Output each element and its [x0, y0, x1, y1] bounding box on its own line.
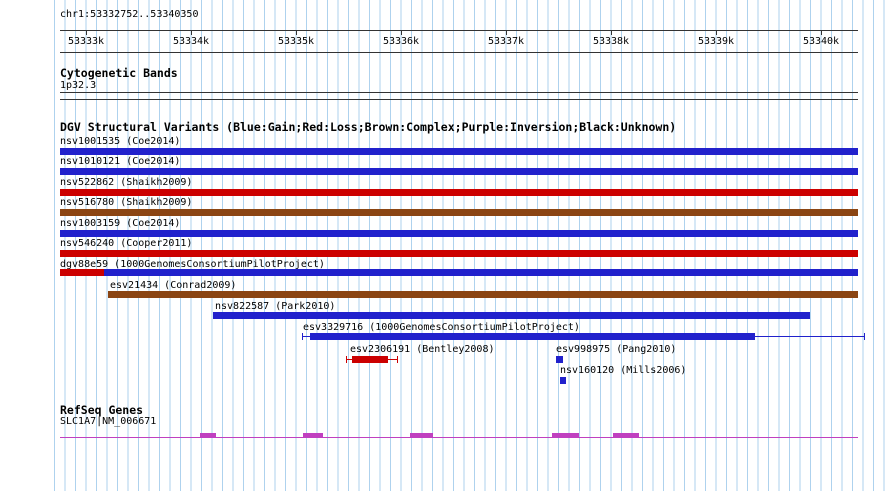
- variant-label[interactable]: nsv522862 (Shaikh2009): [60, 177, 193, 188]
- variant-label[interactable]: nsv1001535 (Coe2014): [60, 136, 181, 147]
- variant-bar[interactable]: [556, 356, 563, 363]
- ruler-tick: [821, 30, 822, 35]
- variant-label[interactable]: esv3329716 (1000GenomesConsortiumPilotPr…: [303, 322, 580, 333]
- variant-bar[interactable]: [352, 356, 388, 363]
- gene-exon[interactable]: [200, 433, 216, 438]
- ruler-tick-label: 53336k: [382, 36, 420, 47]
- ruler-tick: [611, 30, 612, 35]
- dgv-track-title: DGV Structural Variants (Blue:Gain;Red:L…: [60, 120, 677, 134]
- variant-label[interactable]: esv21434 (Conrad2009): [110, 280, 237, 291]
- ruler-tick-label: 53333k: [67, 36, 105, 47]
- variant-bar[interactable]: [60, 148, 858, 155]
- variant-bar[interactable]: [60, 168, 858, 175]
- ruler-tick: [191, 30, 192, 35]
- cytobands-title: Cytogenetic Bands: [60, 66, 178, 80]
- cytoband-track: [60, 92, 858, 100]
- ruler-top-line: [60, 30, 858, 31]
- refseq-gene-label[interactable]: SLC1A7|NM_006671: [60, 416, 157, 427]
- variant-label[interactable]: nsv546240 (Cooper2011): [60, 238, 193, 249]
- variant-bar[interactable]: [213, 312, 810, 319]
- variant-label[interactable]: dgv88e59 (1000GenomesConsortiumPilotProj…: [60, 259, 325, 270]
- variant-bar[interactable]: [346, 356, 347, 363]
- refseq-title: RefSeq Genes: [60, 403, 144, 417]
- grid-background: [54, 0, 890, 491]
- gene-line[interactable]: [60, 437, 858, 438]
- ruler-tick-label: 53335k: [277, 36, 315, 47]
- variant-label[interactable]: esv998975 (Pang2010): [556, 344, 677, 355]
- variant-label[interactable]: nsv1003159 (Coe2014): [60, 218, 181, 229]
- variant-bar[interactable]: [560, 377, 566, 384]
- region-coordinate: chr1:53332752..53340350: [60, 9, 199, 20]
- variant-bar[interactable]: [60, 250, 858, 257]
- ruler-tick-label: 53334k: [172, 36, 210, 47]
- variant-bar[interactable]: [397, 356, 398, 363]
- ruler-bottom-line: [60, 52, 858, 53]
- variant-bar[interactable]: [108, 291, 858, 298]
- variant-label[interactable]: nsv160120 (Mills2006): [560, 365, 687, 376]
- variant-bar[interactable]: [310, 333, 755, 340]
- variant-bar[interactable]: [864, 333, 865, 340]
- variant-bar[interactable]: [60, 269, 104, 276]
- variant-bar[interactable]: [60, 189, 858, 196]
- cytoband-name: 1p32.3: [60, 80, 97, 91]
- ruler-tick: [506, 30, 507, 35]
- ruler-tick-label: 53340k: [802, 36, 840, 47]
- ruler-tick-label: 53337k: [487, 36, 525, 47]
- gene-exon[interactable]: [613, 433, 639, 438]
- variant-label[interactable]: nsv516780 (Shaikh2009): [60, 197, 193, 208]
- gene-exon[interactable]: [552, 433, 579, 438]
- gene-exon[interactable]: [303, 433, 323, 438]
- ruler-tick: [716, 30, 717, 35]
- ruler-tick: [86, 30, 87, 35]
- variant-label[interactable]: esv2306191 (Bentley2008): [350, 344, 495, 355]
- variant-label[interactable]: nsv1010121 (Coe2014): [60, 156, 181, 167]
- variant-bar[interactable]: [302, 333, 303, 340]
- variant-label[interactable]: nsv822587 (Park2010): [215, 301, 336, 312]
- ruler-tick-label: 53339k: [697, 36, 735, 47]
- ruler-tick: [401, 30, 402, 35]
- ruler-tick-label: 53338k: [592, 36, 630, 47]
- gene-exon[interactable]: [410, 433, 433, 438]
- variant-bar[interactable]: [104, 269, 858, 276]
- ruler-tick: [296, 30, 297, 35]
- variant-bar[interactable]: [60, 209, 858, 216]
- variant-bar[interactable]: [60, 230, 858, 237]
